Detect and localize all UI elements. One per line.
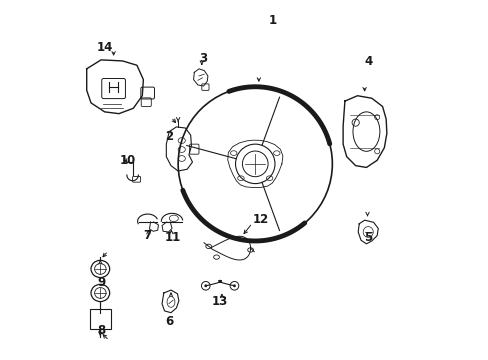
Text: 2: 2 — [165, 130, 173, 144]
Text: 4: 4 — [364, 55, 371, 68]
Text: 1: 1 — [268, 14, 277, 27]
Text: 14: 14 — [96, 41, 113, 54]
Text: 12: 12 — [252, 213, 268, 226]
Circle shape — [233, 284, 235, 287]
Text: 13: 13 — [211, 296, 227, 309]
Text: 8: 8 — [97, 324, 105, 337]
Text: 10: 10 — [120, 154, 136, 167]
Bar — [89, 309, 111, 329]
Text: 3: 3 — [199, 51, 207, 64]
Text: 5: 5 — [364, 231, 371, 244]
Text: 11: 11 — [164, 231, 181, 244]
Text: 6: 6 — [165, 315, 173, 328]
Text: 7: 7 — [143, 229, 151, 242]
Text: 9: 9 — [97, 276, 105, 289]
Circle shape — [204, 284, 207, 287]
